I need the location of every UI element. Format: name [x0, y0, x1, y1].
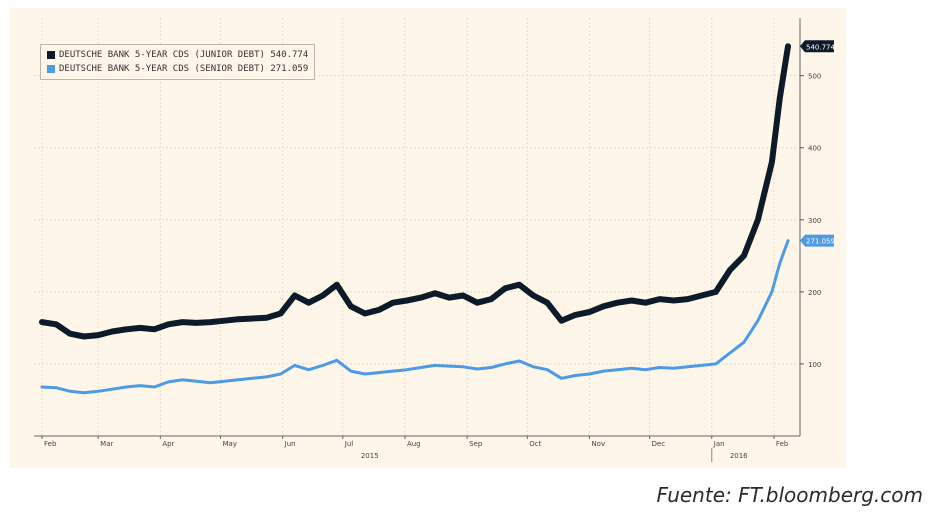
chart-svg: 100 200 300 400 500 Feb Mar Apr May Jun Jul Aug Sep O…	[34, 18, 835, 462]
x-tick-label: Jun	[284, 440, 296, 448]
value-tag-senior	[800, 234, 834, 247]
value-tag-junior	[800, 40, 834, 53]
x-tick-label: Feb	[44, 440, 57, 448]
chart-panel: 100 200 300 400 500 Feb Mar Apr May Jun Jul Aug Sep O…	[10, 8, 846, 468]
series-line-junior	[39, 43, 791, 340]
series-line-senior	[40, 239, 790, 395]
legend-label-senior: DEUTSCHE BANK 5-YEAR CDS (SENIOR DEBT) 2…	[59, 64, 309, 74]
legend-label-junior: DEUTSCHE BANK 5-YEAR CDS (JUNIOR DEBT) 5…	[59, 50, 309, 60]
x-year-label: 2015	[361, 452, 379, 460]
x-tick-label: Oct	[529, 440, 541, 448]
x-tick-label: Jul	[344, 440, 354, 448]
y-tick-label: 500	[808, 73, 821, 81]
x-tick-label: Mar	[100, 440, 113, 448]
x-tick-label: Sep	[469, 440, 483, 448]
chart-legend: DEUTSCHE BANK 5-YEAR CDS (JUNIOR DEBT) 5…	[40, 44, 316, 80]
x-tick-label: Feb	[776, 440, 789, 448]
x-tick-label: Jan	[713, 440, 725, 448]
y-tick-label: 200	[808, 289, 821, 297]
legend-swatch-senior	[47, 65, 55, 73]
x-tick-label: Aug	[407, 440, 421, 448]
y-tick-label: 300	[808, 217, 821, 225]
x-tick-label: Dec	[652, 440, 666, 448]
value-tag-label-junior: 540.774	[806, 43, 835, 51]
legend-swatch-junior	[47, 51, 55, 59]
y-tick-label: 100	[808, 361, 821, 369]
x-tick-label: Apr	[162, 440, 174, 448]
x-year-label: 2016	[730, 452, 748, 460]
legend-item-senior: DEUTSCHE BANK 5-YEAR CDS (SENIOR DEBT) 2…	[47, 62, 308, 76]
value-tag-label-senior: 271.059	[806, 238, 835, 246]
source-caption: Fuente: FT.bloomberg.com	[656, 483, 924, 507]
x-tick-label: Nov	[591, 440, 605, 448]
x-tick-label: May	[222, 440, 236, 448]
y-tick-label: 400	[808, 145, 821, 153]
legend-item-junior: DEUTSCHE BANK 5-YEAR CDS (JUNIOR DEBT) 5…	[47, 48, 308, 62]
